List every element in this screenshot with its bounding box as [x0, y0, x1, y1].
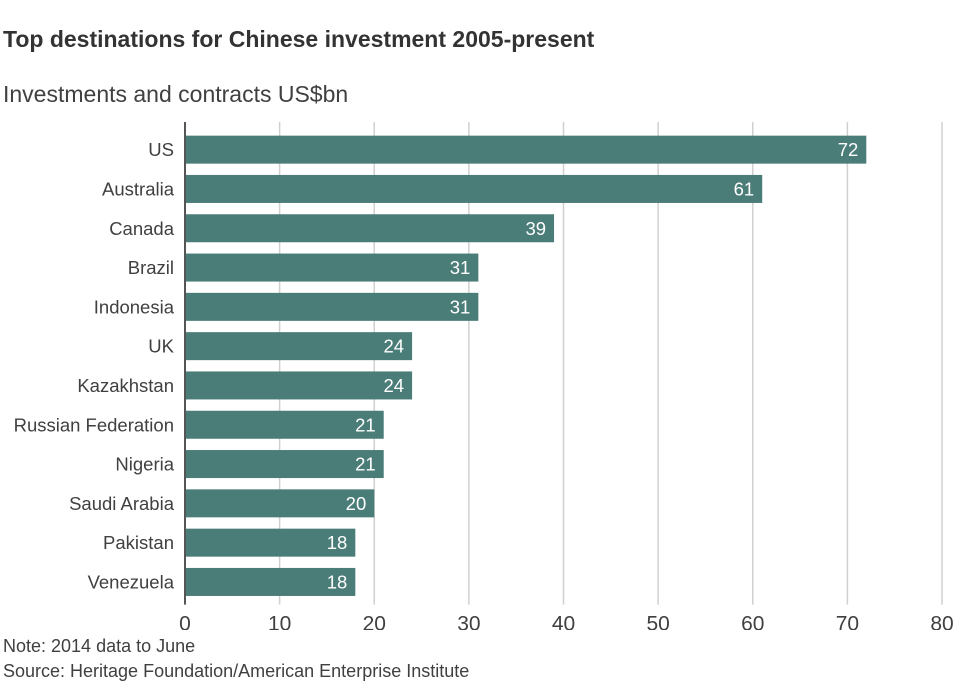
value-label: 24 — [384, 375, 405, 396]
bar — [185, 528, 356, 557]
x-tick-label: 60 — [741, 613, 764, 630]
value-label: 21 — [355, 414, 376, 435]
category-label: Russian Federation — [14, 414, 174, 435]
value-label: 31 — [450, 257, 471, 278]
x-tick-label: 30 — [457, 613, 480, 630]
category-label: Nigeria — [115, 454, 174, 475]
category-label: US — [148, 139, 174, 160]
value-label: 72 — [838, 139, 859, 160]
value-label: 24 — [384, 336, 405, 357]
x-tick-label: 70 — [836, 613, 859, 630]
value-label: 20 — [346, 493, 367, 514]
bar — [185, 214, 555, 243]
category-label: Venezuela — [88, 571, 175, 592]
value-label: 39 — [525, 218, 546, 239]
bar — [185, 567, 356, 596]
value-label: 18 — [327, 571, 348, 592]
bar — [185, 371, 413, 400]
chart-source: Source: Heritage Foundation/American Ent… — [3, 661, 470, 681]
x-tick-label: 10 — [268, 613, 291, 630]
category-label: Saudi Arabia — [69, 493, 175, 514]
category-label: Kazakhstan — [77, 375, 174, 396]
chart-subtitle: Investments and contracts US$bn — [3, 81, 349, 107]
bar — [185, 292, 479, 321]
x-tick-label: 80 — [930, 613, 953, 630]
chart-note: Note: 2014 data to June — [3, 636, 196, 656]
bar — [185, 410, 384, 439]
category-label: Australia — [102, 178, 175, 199]
bar — [185, 174, 763, 203]
bar-chart: US 72 Australia 61 Canada 39 Brazil 31 Indonesia… — [14, 122, 954, 630]
value-label: 18 — [327, 532, 348, 553]
bar — [185, 332, 413, 361]
value-label: 21 — [355, 454, 376, 475]
category-label: Indonesia — [94, 296, 175, 317]
value-label: 61 — [734, 178, 755, 199]
bar — [185, 135, 867, 164]
category-label: Canada — [109, 218, 175, 239]
x-tick-label: 40 — [552, 613, 575, 630]
bar — [185, 450, 384, 479]
x-tick-label: 50 — [646, 613, 669, 630]
value-label: 31 — [450, 296, 471, 317]
category-label: Pakistan — [103, 532, 174, 553]
bar — [185, 253, 479, 282]
category-label: UK — [148, 336, 174, 357]
category-label: Brazil — [128, 257, 174, 278]
chart-title: Top destinations for Chinese investment … — [3, 26, 595, 52]
x-tick-label: 0 — [179, 613, 191, 630]
x-tick-label: 20 — [363, 613, 386, 630]
bar — [185, 489, 375, 518]
